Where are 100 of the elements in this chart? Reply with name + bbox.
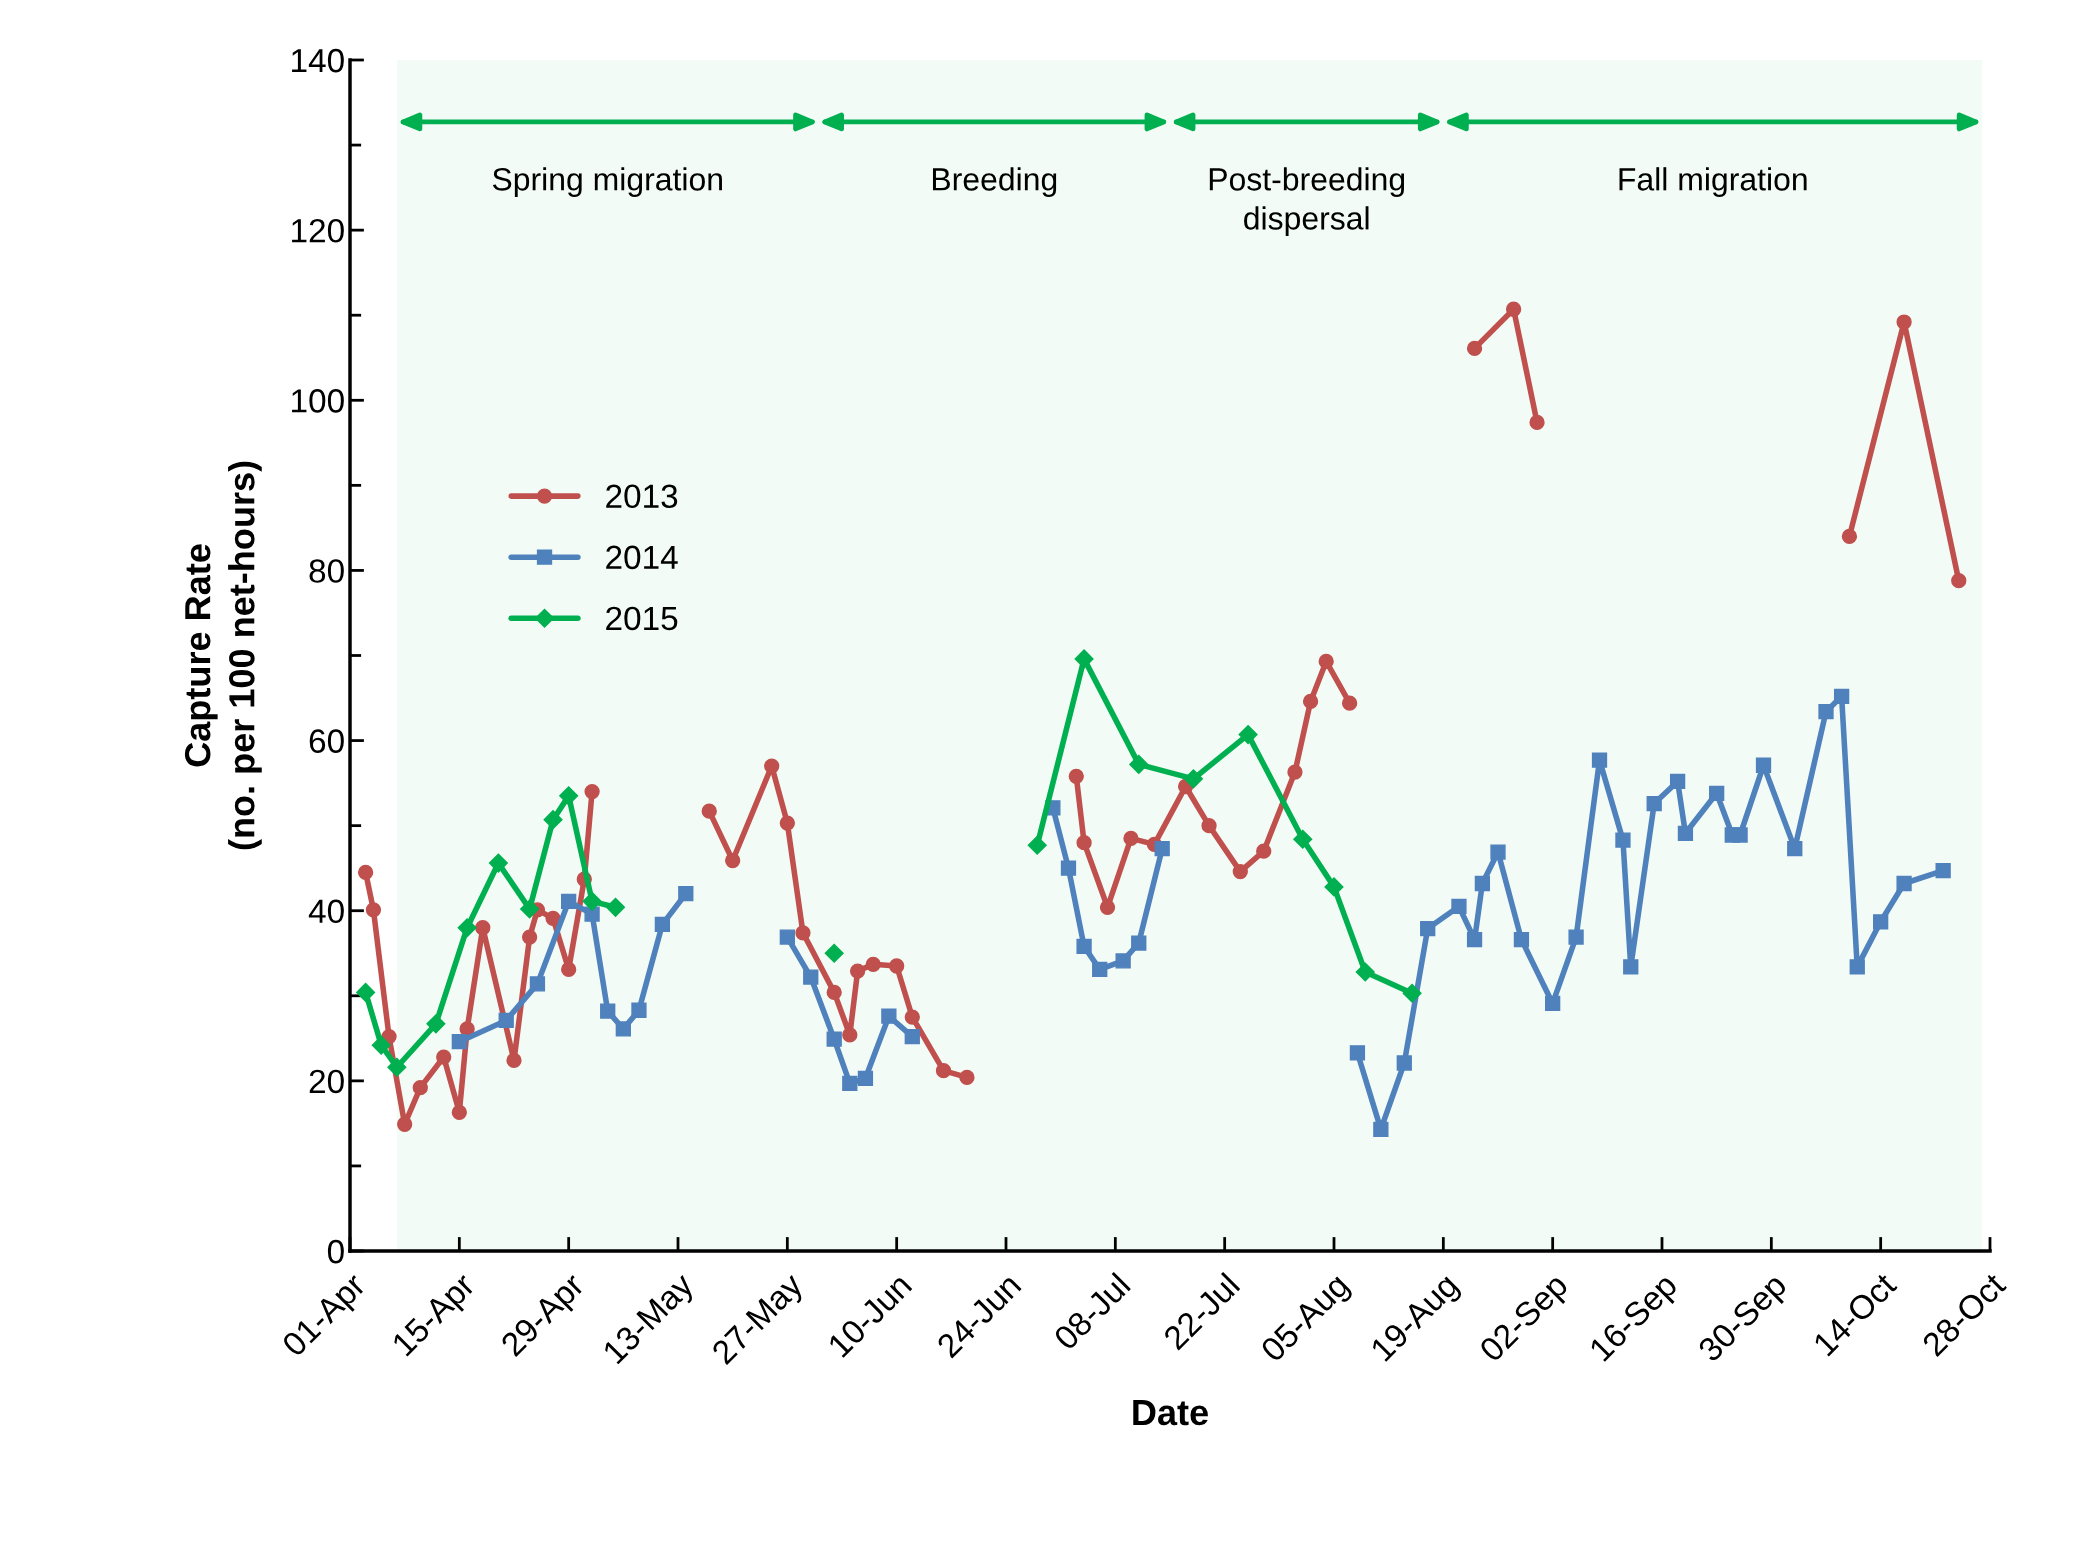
point — [904, 1028, 920, 1045]
point — [1709, 785, 1725, 801]
point — [451, 1034, 467, 1050]
point — [826, 984, 842, 1001]
y-tick-label: 100 — [292, 389, 344, 413]
point — [1545, 995, 1561, 1012]
point — [1238, 725, 1258, 745]
point — [824, 943, 844, 963]
point — [631, 1002, 647, 1018]
point — [387, 1057, 407, 1077]
point — [1349, 1045, 1366, 1061]
point — [1896, 875, 1912, 892]
point — [1873, 914, 1889, 930]
point — [725, 852, 741, 869]
point — [457, 918, 477, 938]
point — [561, 961, 577, 978]
point — [1646, 795, 1662, 812]
point — [1302, 693, 1319, 710]
point — [826, 1031, 842, 1047]
y-tick-label: 140 — [292, 48, 344, 73]
band-label: Fall migration — [1619, 167, 1807, 197]
point — [1183, 769, 1203, 789]
point — [842, 1075, 858, 1092]
point — [582, 891, 602, 911]
band-label: Post-breeding dispersal — [1209, 167, 1405, 237]
point — [701, 803, 717, 819]
y-tick-label: 20 — [309, 1069, 344, 1094]
point — [498, 1012, 514, 1029]
point — [865, 956, 881, 972]
point — [357, 864, 374, 881]
point — [1076, 938, 1092, 955]
point — [365, 902, 382, 918]
point — [1396, 1055, 1412, 1071]
point — [1818, 704, 1834, 720]
point — [1474, 875, 1491, 892]
point — [1131, 935, 1147, 951]
legend-label: 2013 — [606, 484, 678, 509]
point — [959, 1069, 975, 1086]
point — [506, 1052, 522, 1069]
point — [605, 897, 626, 917]
point — [1318, 653, 1334, 670]
point — [584, 783, 600, 800]
point — [1755, 757, 1772, 773]
point — [1420, 920, 1436, 937]
point — [559, 786, 579, 806]
point — [1849, 959, 1865, 975]
point — [654, 916, 671, 932]
point — [1341, 695, 1358, 711]
point — [1324, 877, 1344, 897]
point — [1669, 773, 1686, 790]
point — [1092, 961, 1108, 978]
point — [1623, 959, 1639, 975]
point — [1293, 829, 1313, 849]
point — [842, 1027, 858, 1043]
y-tick-label: 80 — [309, 559, 344, 583]
point — [1466, 931, 1483, 948]
point — [1256, 843, 1272, 859]
point — [795, 925, 811, 941]
point — [545, 910, 561, 927]
point — [488, 853, 508, 873]
point — [904, 1009, 920, 1025]
point — [1677, 825, 1694, 841]
y-axis-title: Capture Rate (no. per 100 net-hours) — [184, 461, 262, 850]
point — [1935, 863, 1951, 879]
point — [1099, 899, 1116, 915]
band-label: Spring migration — [492, 167, 722, 197]
point — [371, 1035, 391, 1055]
point — [1466, 340, 1483, 357]
point — [436, 1049, 452, 1065]
point — [1841, 528, 1858, 545]
point — [426, 1014, 446, 1034]
point — [412, 1080, 428, 1096]
point — [1232, 863, 1248, 880]
point — [678, 886, 694, 902]
x-axis-title: Date — [1133, 1400, 1208, 1426]
band-label: Breeding — [932, 167, 1057, 197]
y-tick-label: 40 — [308, 899, 344, 924]
y-tick-label: 120 — [292, 218, 344, 243]
point — [1568, 929, 1584, 945]
y-tick-label: 60 — [309, 729, 344, 753]
point — [521, 929, 538, 945]
point — [1833, 688, 1850, 704]
point — [529, 976, 546, 992]
point — [779, 929, 795, 945]
point — [1201, 818, 1217, 834]
point — [356, 982, 376, 1002]
point — [849, 963, 866, 979]
point — [935, 1063, 952, 1079]
legend-label: 2015 — [606, 606, 678, 631]
point — [600, 1003, 616, 1019]
point — [889, 958, 905, 974]
point — [1074, 649, 1094, 669]
point — [1732, 827, 1748, 843]
point — [857, 1070, 874, 1086]
y-tick-label: 0 — [327, 1239, 344, 1264]
point — [543, 810, 563, 830]
point — [1129, 754, 1149, 774]
point — [881, 1008, 897, 1024]
point — [1287, 764, 1303, 780]
point — [803, 969, 819, 985]
